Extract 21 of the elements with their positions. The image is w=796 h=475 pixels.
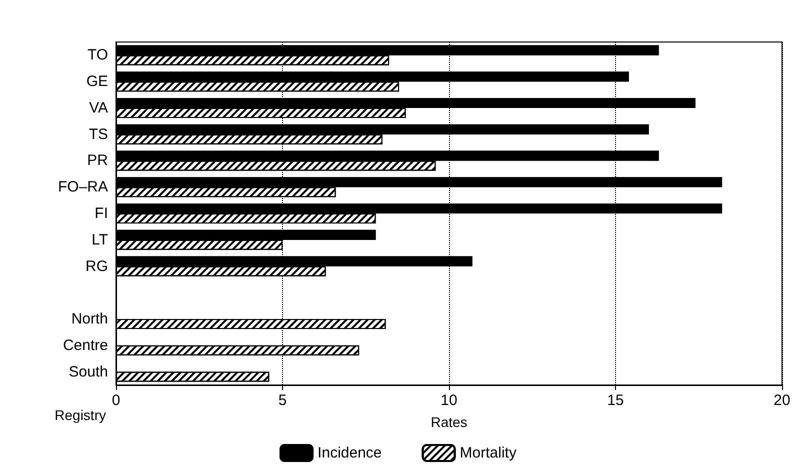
y-tick-label: TS <box>88 126 108 143</box>
x-tick-label: 0 <box>112 392 120 409</box>
y-tick-label: FI <box>94 205 108 222</box>
legend-label: Mortality <box>460 444 517 462</box>
legend-label: Incidence <box>318 444 382 462</box>
y-tick-label: GE <box>86 73 108 90</box>
y-tick-label: Centre <box>62 336 108 354</box>
y-tick-label: LT <box>92 231 108 248</box>
y-tick-label: South <box>68 363 108 380</box>
y-axis-title: Registry <box>54 406 106 423</box>
y-tick-label: VA <box>89 99 108 116</box>
x-tick-label: 20 <box>774 392 790 409</box>
y-tick-label: RG <box>86 258 108 275</box>
y-tick-label: North <box>71 310 108 328</box>
x-tick-label: 10 <box>440 392 458 409</box>
y-tick-label: TO <box>87 46 108 64</box>
y-tick-label: PR <box>87 152 108 170</box>
x-tick-label: 15 <box>607 392 624 409</box>
x-tick-label: 5 <box>278 392 287 409</box>
x-axis-title: Rates <box>430 414 468 430</box>
y-tick-label: FO–RA <box>58 178 108 196</box>
